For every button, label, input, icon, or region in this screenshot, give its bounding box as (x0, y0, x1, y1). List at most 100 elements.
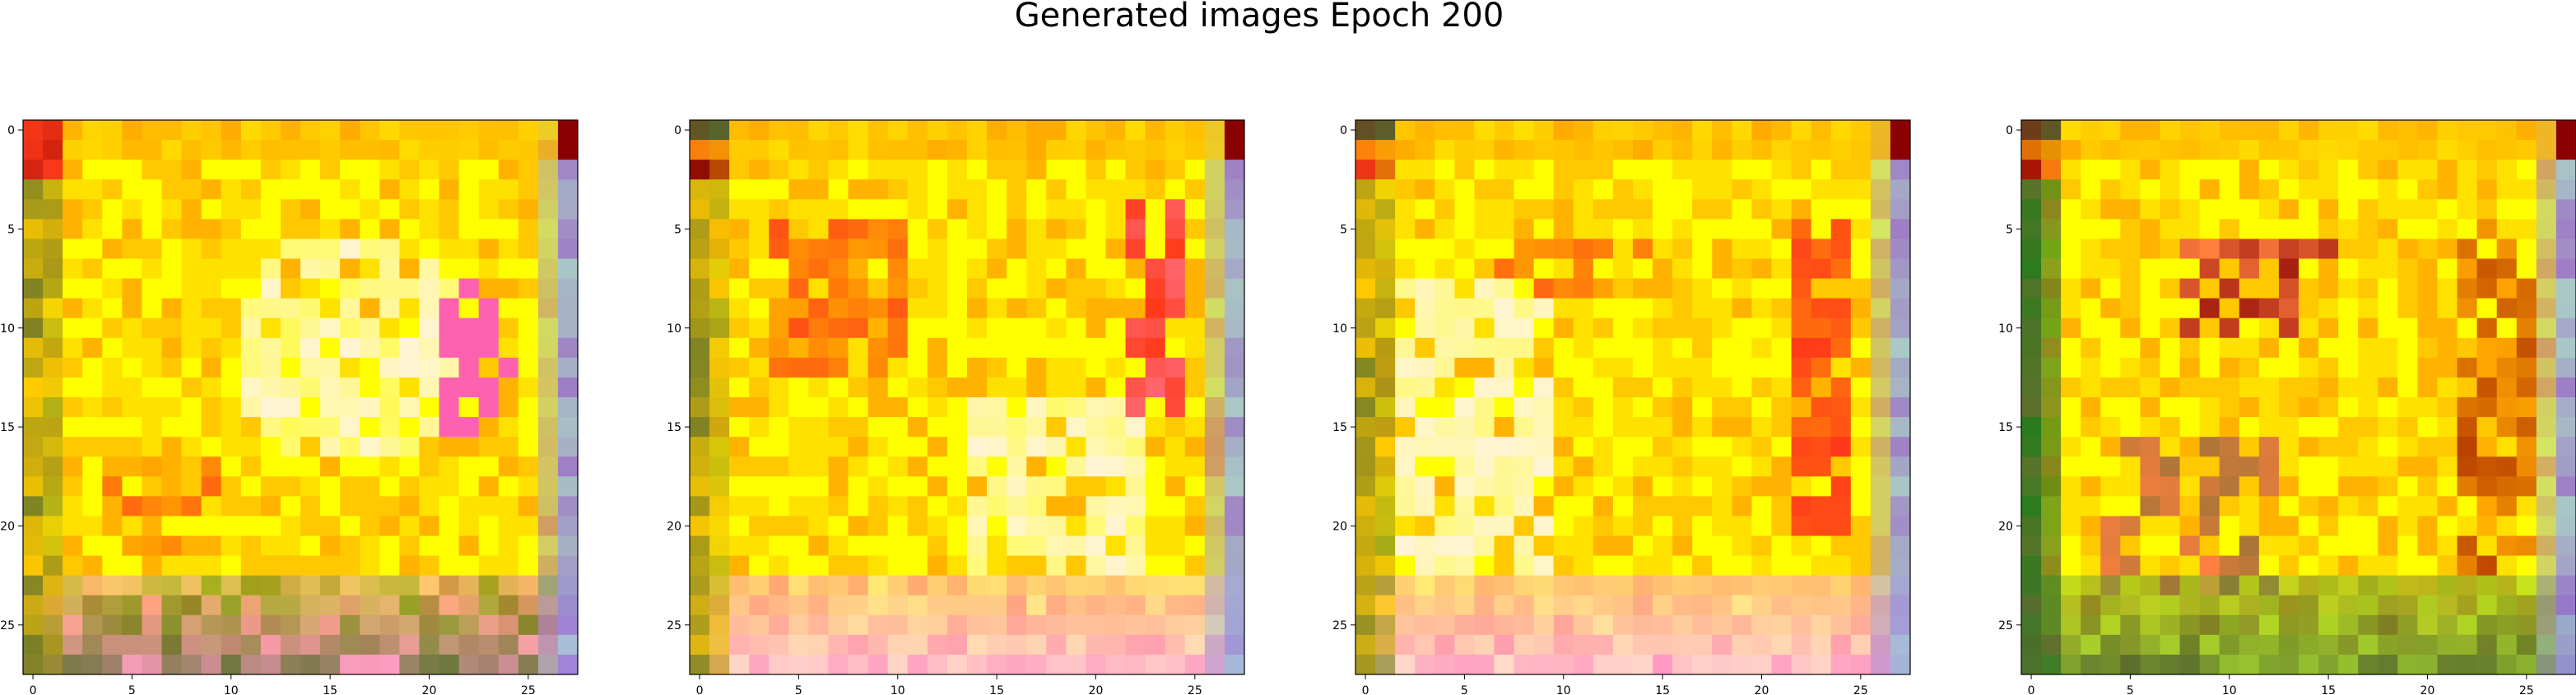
pixel-cell (2041, 417, 2061, 437)
pixel-cell (1474, 140, 1494, 160)
pixel-cell (419, 318, 439, 338)
pixel-cell (340, 338, 360, 358)
pixel-cell (1514, 595, 1534, 615)
pixel-cell (1672, 496, 1692, 516)
pixel-cell (1653, 358, 1672, 378)
pixel-cell (202, 496, 221, 516)
pixel-cell (419, 496, 439, 516)
pixel-cell (479, 536, 499, 556)
pixel-cell (538, 140, 558, 160)
pixel-cell (2477, 259, 2497, 279)
pixel-cell (340, 635, 360, 655)
pixel-cell (808, 358, 828, 378)
pixel-cell (379, 417, 399, 437)
pixel-cell (499, 239, 518, 258)
pixel-cell (2477, 496, 2497, 516)
pixel-cell (2318, 556, 2338, 576)
pixel-cell (769, 219, 788, 239)
pixel-cell (1633, 299, 1653, 318)
pixel-cell (82, 456, 102, 476)
pixel-cell (729, 179, 749, 199)
pixel-cell (399, 318, 419, 338)
pixel-cell (1495, 179, 1514, 199)
pixel-cell (241, 179, 261, 199)
pixel-cell (690, 476, 709, 496)
pixel-cell (1871, 338, 1890, 358)
pixel-cell (709, 496, 729, 516)
pixel-cell (1007, 179, 1026, 199)
pixel-cell (1871, 516, 1890, 535)
pixel-cell (2358, 239, 2378, 258)
pixel-cell (2259, 259, 2279, 279)
pixel-cell (241, 219, 261, 239)
pixel-cell (1225, 516, 1244, 535)
pixel-cell (2358, 179, 2378, 199)
pixel-cell (1454, 417, 1474, 437)
pixel-cell (2497, 179, 2517, 199)
pixel-cell (1395, 556, 1415, 576)
pixel-cell (1792, 496, 1811, 516)
pixel-cell (2100, 397, 2120, 417)
pixel-cell (2556, 456, 2576, 476)
pixel-cell (182, 239, 202, 258)
pixel-cell (1026, 635, 1046, 655)
pixel-cell (261, 417, 281, 437)
pixel-cell (2397, 615, 2417, 635)
pixel-cell (1732, 556, 1751, 576)
pixel-cell (1653, 417, 1672, 437)
pixel-cell (2100, 338, 2120, 358)
pixel-cell (1613, 358, 1633, 378)
pixel-cell (1792, 576, 1811, 595)
pixel-cell (1890, 318, 1910, 338)
pixel-cell (1395, 120, 1415, 140)
pixel-cell (63, 615, 82, 635)
subplot-2: 0 5 10 15 20 250510152025 (667, 120, 1244, 695)
pixel-cell (1474, 496, 1494, 516)
pixel-cell (1613, 536, 1633, 556)
pixel-cell (1495, 299, 1514, 318)
pixel-cell (1474, 476, 1494, 496)
pixel-cell (1205, 496, 1225, 516)
pixel-cell (439, 358, 459, 378)
pixel-cell (947, 299, 967, 318)
pixel-cell (2120, 536, 2140, 556)
pixel-cell (2338, 219, 2358, 239)
pixel-cell (1146, 179, 1165, 199)
pixel-cell (142, 239, 161, 258)
pixel-cell (1474, 279, 1494, 299)
pixel-cell (399, 536, 419, 556)
pixel-cell (888, 536, 908, 556)
pixel-cell (1146, 655, 1165, 674)
pixel-cell (868, 199, 888, 219)
pixel-cell (558, 279, 578, 299)
pixel-cell (2338, 437, 2358, 456)
pixel-cell (1831, 615, 1851, 635)
x-tick-label: 0 (30, 684, 37, 695)
pixel-cell (399, 338, 419, 358)
pixel-cell (43, 476, 63, 496)
pixel-cell (808, 279, 828, 299)
pixel-cell (1086, 496, 1105, 516)
pixel-cell (2279, 476, 2299, 496)
pixel-cell (241, 160, 261, 179)
y-tick-label: 15 (1998, 421, 2013, 434)
pixel-cell (1126, 615, 1146, 635)
pixel-cell (868, 259, 888, 279)
pixel-cell (2358, 576, 2378, 595)
pixel-cell (2536, 120, 2556, 140)
pixel-cell (63, 556, 82, 576)
pixel-cell (2536, 179, 2556, 199)
pixel-cell (1007, 417, 1026, 437)
pixel-cell (419, 536, 439, 556)
pixel-cell (947, 199, 967, 219)
pixel-cell (142, 378, 161, 397)
pixel-cell (2220, 417, 2239, 437)
pixel-cell (1165, 496, 1185, 516)
pixel-cell (479, 456, 499, 476)
pixel-cell (2556, 536, 2576, 556)
pixel-cell (221, 516, 241, 535)
pixel-cell (1593, 655, 1613, 674)
pixel-cell (2061, 576, 2081, 595)
pixel-cell (1126, 219, 1146, 239)
pixel-cell (2358, 140, 2378, 160)
